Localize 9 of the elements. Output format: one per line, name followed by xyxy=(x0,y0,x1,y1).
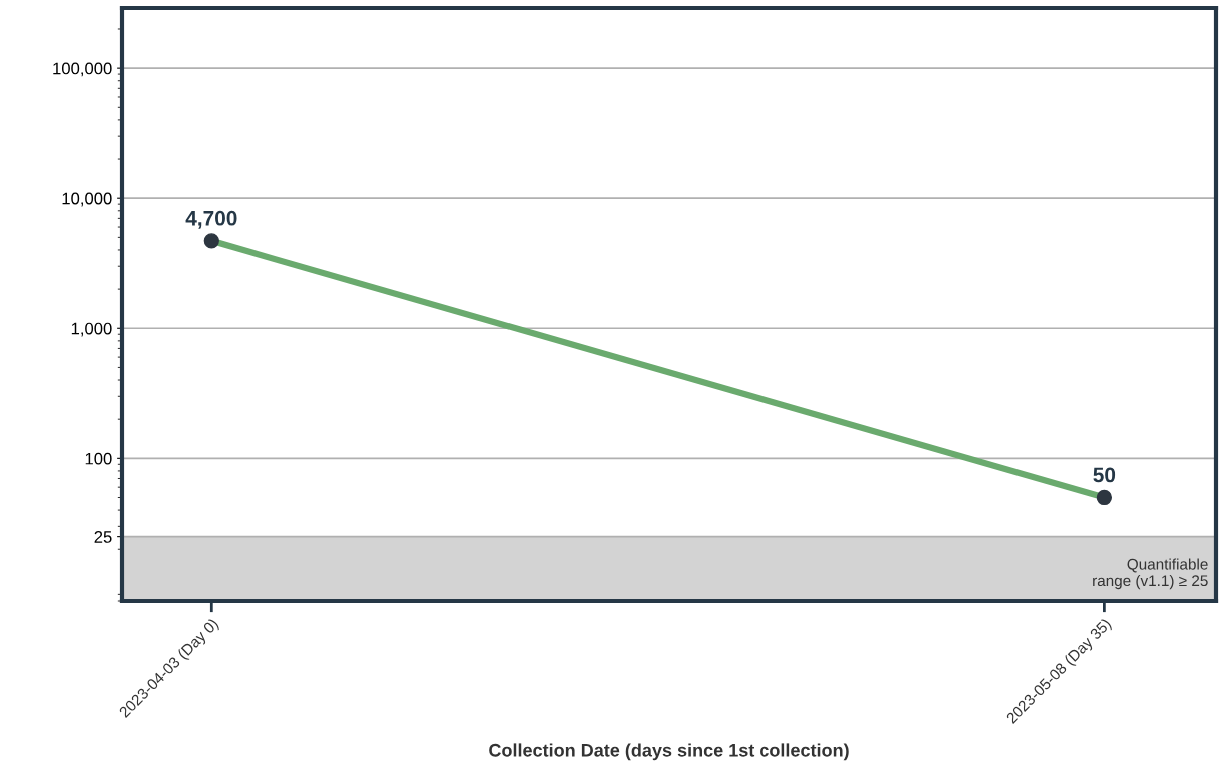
data-label: 50 xyxy=(1093,467,1116,483)
y-tick-label: 10,000 xyxy=(62,192,112,207)
band-label: Quantifiable range (v1.1) ≥ 25 xyxy=(1093,558,1208,590)
y-tick-label: 100,000 xyxy=(53,62,112,77)
data-label: 4,700 xyxy=(185,210,237,229)
y-tick-label: 25 xyxy=(94,531,112,543)
x-axis-title: Collection Date (days since 1st collection) xyxy=(489,743,849,761)
y-tick-label: 1,000 xyxy=(71,322,112,337)
y-tick-label: 100 xyxy=(85,452,112,465)
